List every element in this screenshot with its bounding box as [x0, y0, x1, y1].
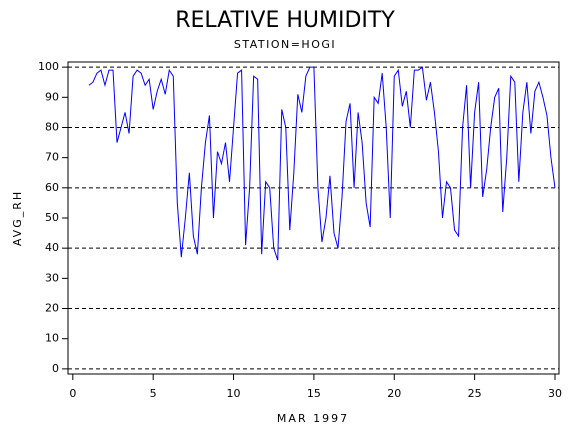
y-tick-label: 60	[45, 181, 59, 194]
x-tick-label: 25	[468, 387, 482, 400]
y-tick-label: 80	[45, 120, 59, 133]
y-tick-label: 70	[45, 151, 59, 164]
x-tick-label: 15	[307, 387, 321, 400]
y-tick-label: 90	[45, 90, 59, 103]
x-tick-label: 30	[548, 387, 562, 400]
y-tick-label: 100	[38, 60, 59, 73]
x-tick-label: 5	[150, 387, 157, 400]
y-tick-label: 50	[45, 211, 59, 224]
y-tick-label: 40	[45, 241, 59, 254]
chart-subtitle: STATION=HOGI	[234, 38, 336, 51]
y-tick-label: 20	[45, 302, 59, 315]
chart-title: RELATIVE HUMIDITY	[175, 8, 395, 33]
y-tick-label: 30	[45, 271, 59, 284]
plot-frame	[67, 61, 560, 375]
x-tick-label: 0	[69, 387, 76, 400]
data-line	[88, 66, 556, 261]
x-axis-label: MAR 1997	[277, 412, 349, 425]
y-tick-label: 10	[45, 332, 59, 345]
y-axis-label: AVG_RH	[11, 190, 24, 246]
x-tick-label: 20	[387, 387, 401, 400]
x-tick-label: 10	[227, 387, 241, 400]
y-tick-label: 0	[52, 362, 59, 375]
